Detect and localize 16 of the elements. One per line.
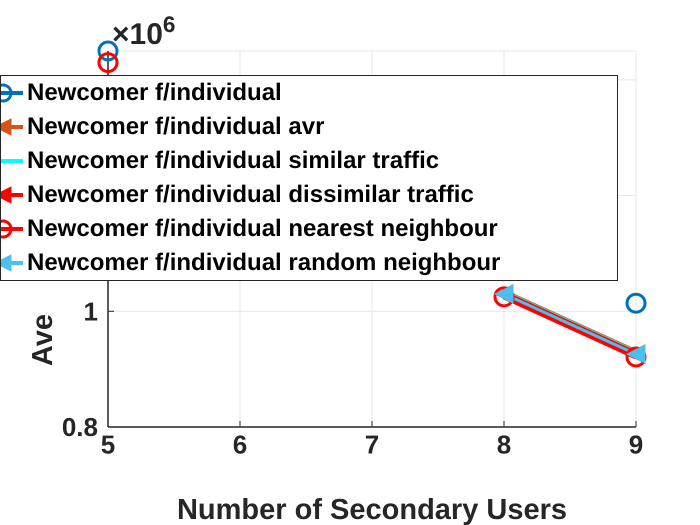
- x-axis-title: Number of Secondary Users: [176, 494, 568, 525]
- x-tick-label: 8: [496, 429, 512, 460]
- y-axis-title: Ave: [27, 314, 59, 366]
- legend-label: Newcomer f/individual avr: [27, 113, 324, 141]
- legend-label: Newcomer f/individual random neighbour: [27, 249, 500, 277]
- x-tick-label: 5: [100, 429, 116, 460]
- x-tick-label: 9: [628, 429, 644, 460]
- y-tick-label: 0.8: [62, 412, 98, 442]
- x-tick-label: 6: [232, 429, 248, 460]
- x-tick-label: 7: [364, 429, 380, 460]
- legend-label: Newcomer f/individual: [27, 79, 282, 107]
- text: ×10$^{6}$: [112, 12, 176, 51]
- legend-label: Newcomer f/individual nearest neighbour: [27, 215, 498, 243]
- legend-label: Newcomer f/individual dissimilar traffic: [27, 181, 474, 209]
- y-tick-label: 1: [84, 296, 98, 327]
- legend-label: Newcomer f/individual similar traffic: [27, 147, 440, 175]
